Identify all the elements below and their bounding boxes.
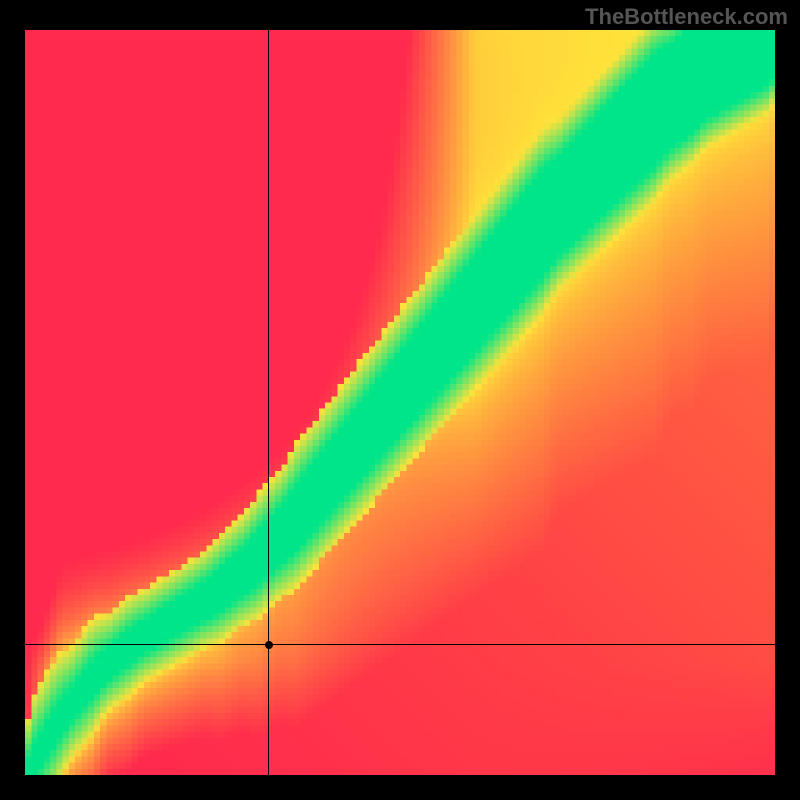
heatmap-plot-area <box>25 30 775 775</box>
crosshair-horizontal-line <box>25 644 775 645</box>
crosshair-marker-dot <box>265 641 273 649</box>
bottleneck-heatmap <box>25 30 775 775</box>
watermark-text: TheBottleneck.com <box>585 4 788 30</box>
crosshair-vertical-line <box>268 30 269 775</box>
